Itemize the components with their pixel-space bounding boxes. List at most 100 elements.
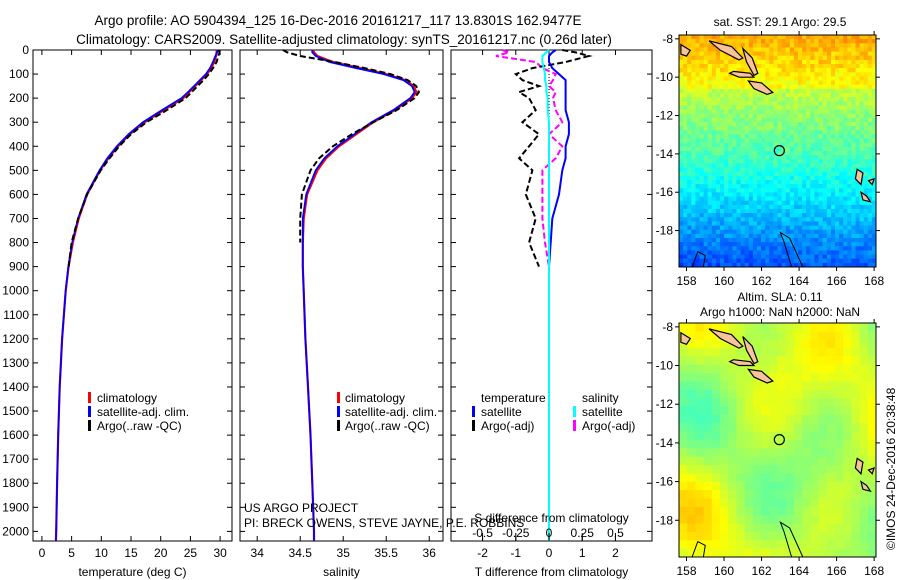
field-cell: [798, 142, 803, 148]
field-cell: [806, 217, 811, 222]
x2-tick-label: 0: [546, 526, 553, 540]
field-cell: [818, 217, 824, 222]
field-cell: [789, 93, 795, 98]
field-cell: [785, 331, 795, 341]
field-cell: [835, 339, 844, 349]
field-cell: [728, 262, 733, 268]
field-cell: [707, 242, 713, 247]
field-cell: [740, 196, 746, 202]
field-cell: [785, 431, 795, 441]
field-cell: [711, 233, 717, 239]
field-cell: [810, 258, 815, 264]
field-cell: [785, 47, 791, 52]
field-cell: [802, 80, 807, 86]
field-cell: [798, 200, 803, 206]
y-tick-label: 1500: [2, 404, 29, 418]
field-cell: [789, 109, 795, 115]
field-cell: [859, 506, 869, 516]
field-cell: [691, 151, 696, 156]
field-cell: [798, 130, 803, 135]
field-cell: [707, 93, 713, 98]
field-cell: [822, 35, 828, 40]
field-cell: [835, 151, 840, 156]
field-cell: [687, 209, 692, 214]
field-cell: [773, 155, 778, 160]
field-cell: [732, 175, 737, 181]
plot-frame: [239, 49, 444, 542]
field-cell: [744, 97, 750, 102]
field-cell: [847, 258, 852, 264]
field-cell: [859, 238, 865, 243]
field-cell: [687, 180, 692, 185]
field-cell: [777, 51, 783, 57]
field-cell: [752, 39, 758, 44]
field-cell: [867, 43, 873, 48]
field-cell: [839, 233, 844, 239]
field-cell: [765, 258, 770, 264]
field-cell: [736, 254, 742, 260]
field-cell: [724, 229, 729, 235]
field-cell: [687, 68, 692, 73]
field-cell: [761, 238, 766, 243]
field-cell: [871, 229, 877, 235]
field-cell: [810, 142, 815, 148]
field-cell: [822, 122, 828, 127]
field-cell: [707, 217, 713, 222]
field-cell: [683, 258, 688, 264]
field-cell: [720, 151, 725, 156]
field-cell: [867, 171, 873, 177]
field-cell: [695, 188, 700, 193]
field-cell: [851, 258, 856, 264]
field-cell: [793, 440, 803, 449]
field-cell: [826, 473, 836, 483]
field-cell: [793, 456, 803, 466]
y-tick-label: 600: [9, 187, 29, 201]
field-cell: [839, 117, 844, 123]
field-cell: [785, 262, 791, 268]
field-cell: [822, 134, 828, 139]
field-cell: [826, 221, 832, 226]
field-cell: [761, 163, 766, 168]
field-cell: [839, 122, 844, 127]
field-cell: [715, 59, 721, 65]
field-cell: [798, 163, 803, 168]
field-cell: [679, 225, 684, 231]
field-cell: [728, 540, 737, 550]
field-cell: [789, 155, 795, 160]
field-cell: [818, 389, 828, 399]
field-cell: [679, 254, 684, 260]
field-cell: [699, 134, 705, 139]
field-cell: [765, 76, 770, 81]
legend-swatch-s-argo: [573, 420, 576, 431]
field-cell: [744, 213, 750, 218]
field-cell: [695, 423, 705, 433]
field-cell: [679, 473, 688, 483]
field-cell: [711, 213, 717, 218]
field-cell: [752, 192, 758, 197]
field-cell: [720, 204, 725, 210]
field-cell: [691, 72, 696, 77]
field-cell: [711, 72, 717, 77]
field-cell: [847, 163, 852, 168]
field-cell: [703, 448, 713, 458]
field-cell: [736, 456, 746, 466]
field-cell: [695, 142, 700, 148]
field-cell: [752, 506, 762, 516]
x-tick-label: 0: [39, 546, 46, 560]
field-cell: [691, 84, 696, 90]
field-cell: [720, 431, 729, 441]
field-cell: [843, 130, 848, 135]
field-cell: [859, 373, 869, 382]
field-cell: [695, 43, 700, 48]
field-cell: [728, 242, 733, 247]
field-cell: [847, 35, 852, 40]
field-cell: [757, 221, 762, 226]
field-cell: [695, 398, 705, 408]
field-cell: [732, 80, 737, 86]
field-cell: [683, 242, 688, 247]
field-cell: [699, 159, 705, 164]
field-cell: [818, 175, 824, 181]
y-tick-label: 200: [9, 91, 29, 105]
field-cell: [859, 414, 869, 424]
field-cell: [867, 456, 877, 466]
